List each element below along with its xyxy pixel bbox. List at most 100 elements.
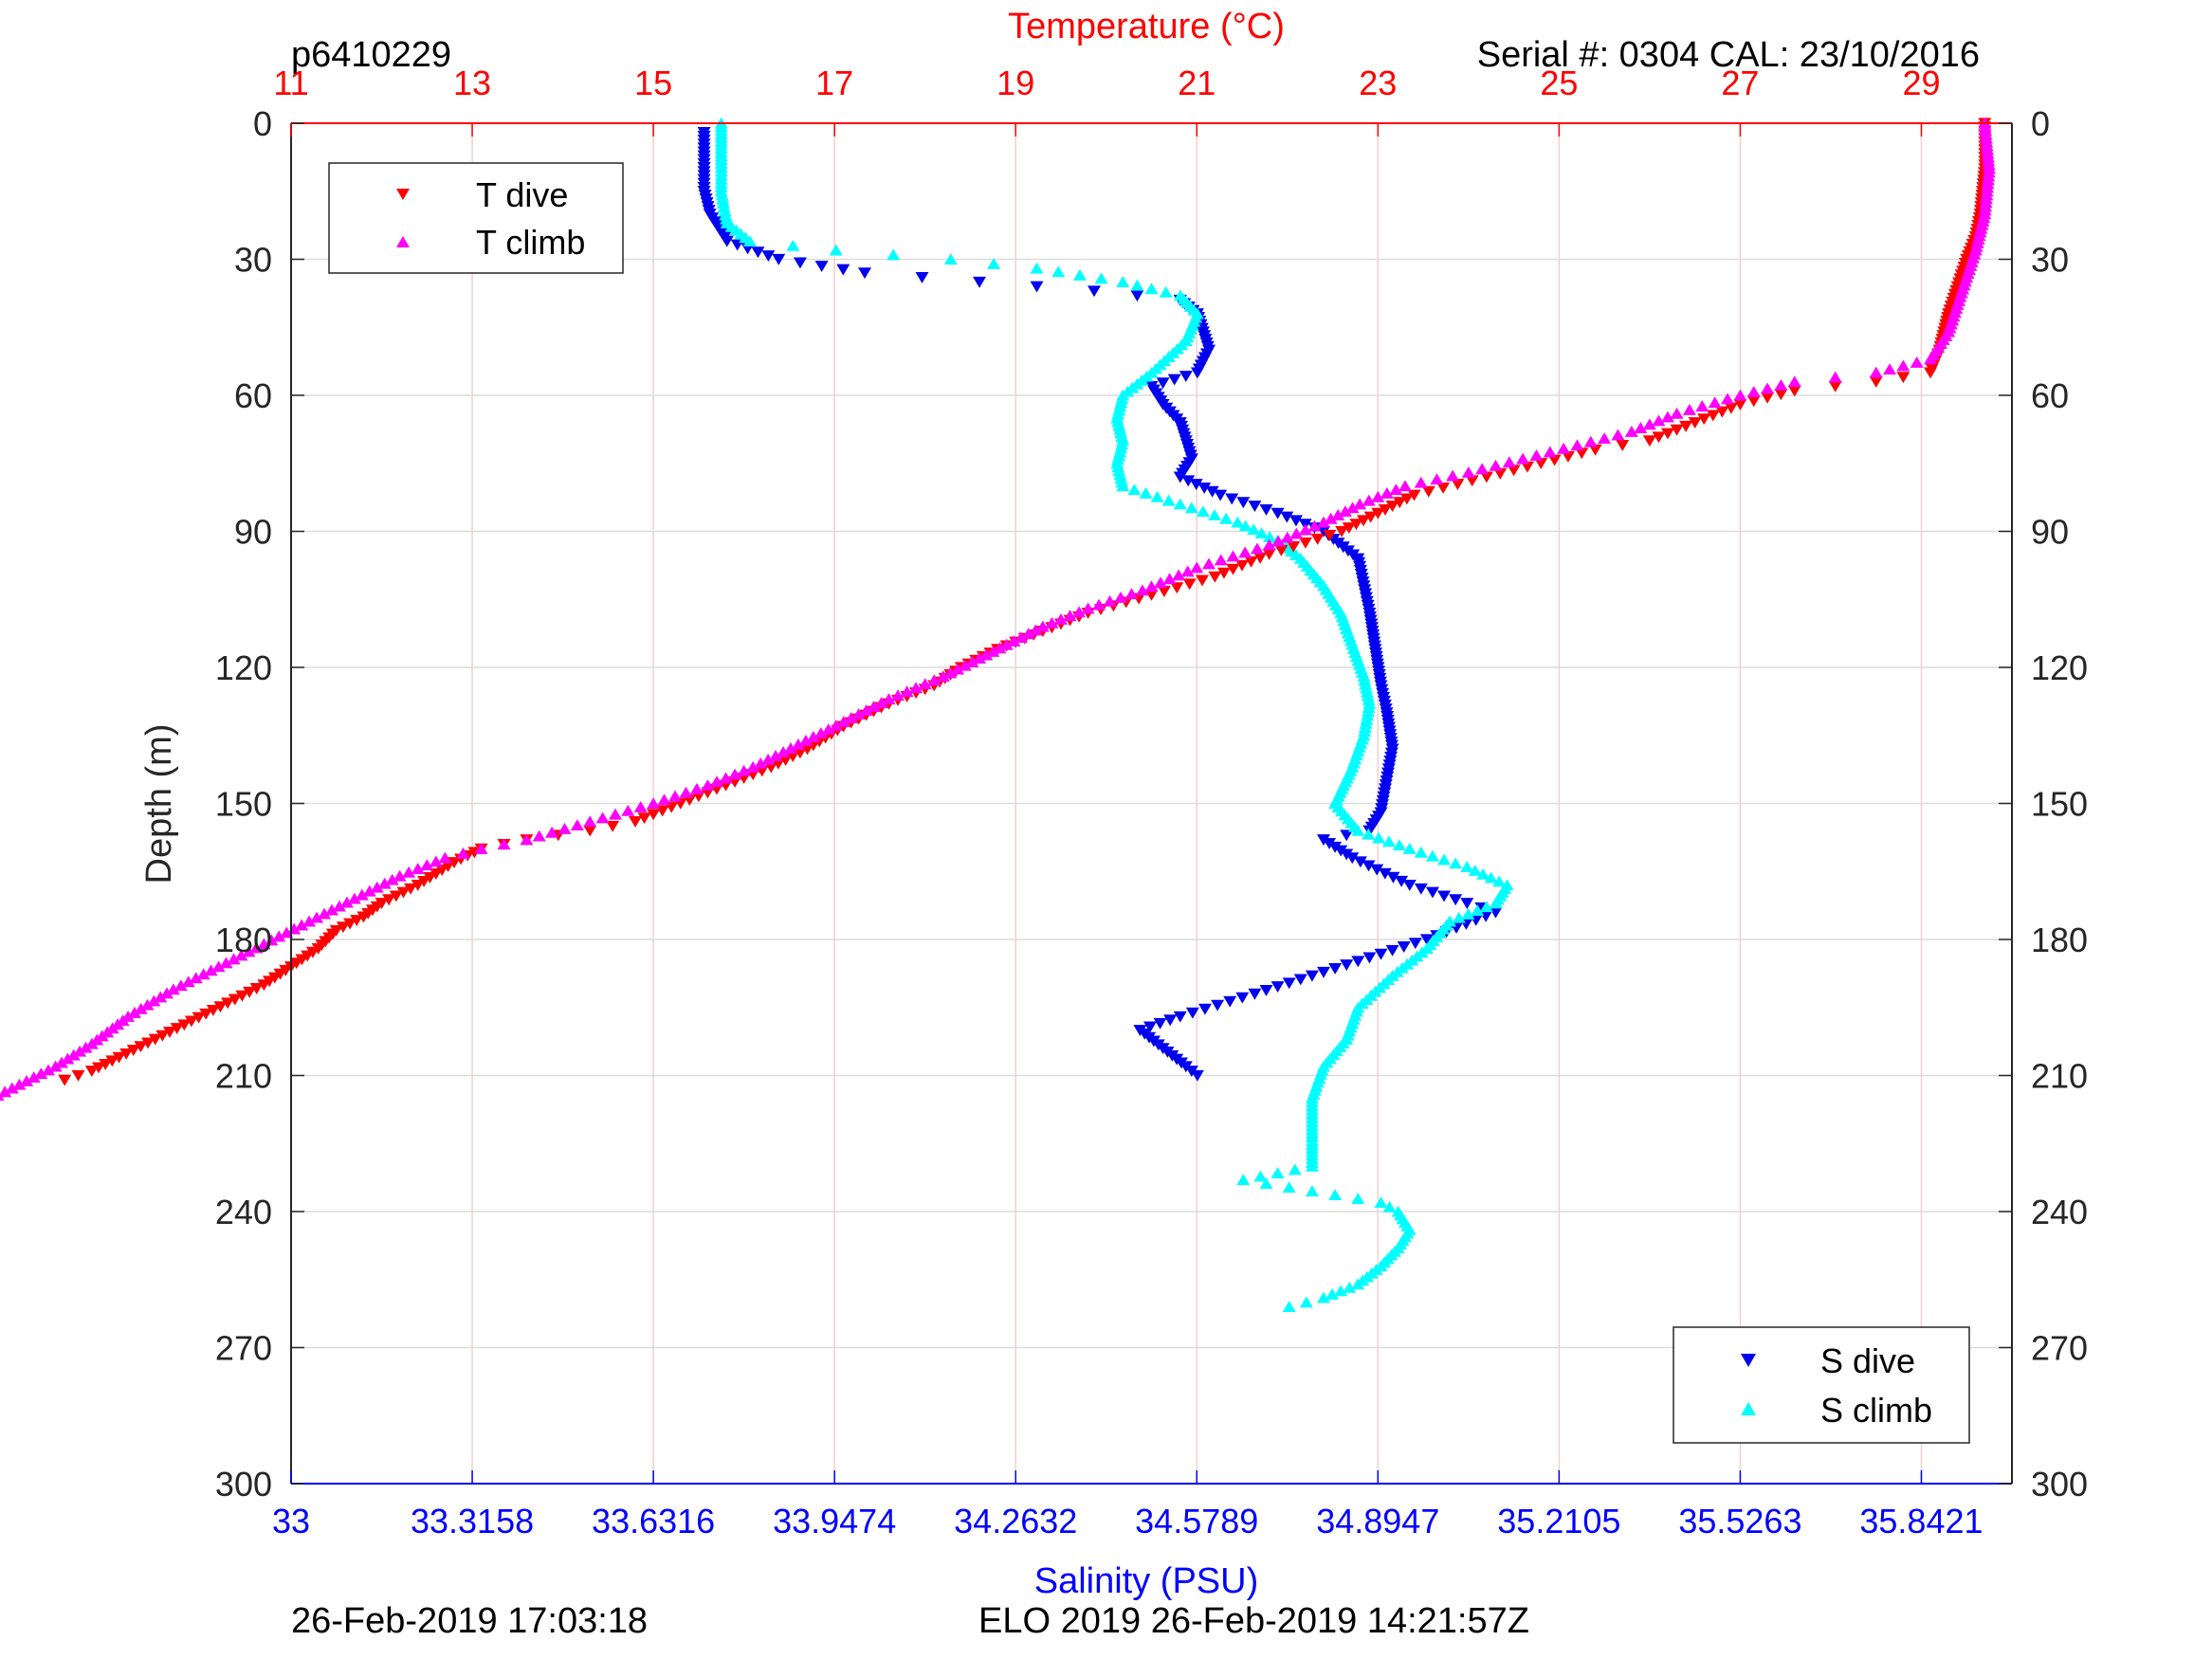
data-point xyxy=(1331,508,1345,520)
data-point xyxy=(243,986,257,998)
data-point xyxy=(1389,483,1403,496)
data-point xyxy=(943,666,958,679)
data-point xyxy=(858,267,871,280)
data-point xyxy=(793,747,807,759)
plot-frame xyxy=(290,122,2013,1485)
data-point xyxy=(302,915,317,927)
data-point xyxy=(1325,1287,1340,1300)
data-point xyxy=(1205,485,1219,498)
data-point xyxy=(280,926,294,939)
data-point xyxy=(1437,890,1452,902)
salinity-tick-label: 35.8421 xyxy=(1859,1502,1983,1540)
data-point xyxy=(1475,463,1490,475)
data-point xyxy=(1468,864,1482,876)
legend-box xyxy=(1673,1326,1970,1444)
t-dive-legend-marker xyxy=(396,189,410,200)
data-point xyxy=(1547,454,1562,466)
data-point xyxy=(174,979,188,992)
data-point xyxy=(737,764,751,776)
data-point xyxy=(1335,525,1349,538)
data-point xyxy=(1402,843,1417,854)
data-point xyxy=(754,757,768,769)
data-point xyxy=(318,907,332,920)
data-point xyxy=(1408,938,1422,950)
temperature-axis-title: Temperature (°C) xyxy=(1008,7,1285,46)
data-point xyxy=(1030,262,1044,274)
data-point xyxy=(1305,1185,1319,1197)
data-point xyxy=(936,670,950,683)
data-point xyxy=(1924,367,1938,379)
data-point xyxy=(1328,841,1343,853)
temperature-tick-label: 13 xyxy=(453,64,491,102)
data-point xyxy=(324,903,338,916)
data-point xyxy=(1378,503,1392,516)
data-point xyxy=(112,1051,126,1064)
data-point xyxy=(746,760,760,773)
data-point xyxy=(1598,432,1612,445)
data-point xyxy=(761,753,776,765)
series-t-climb xyxy=(0,117,1997,1102)
data-point xyxy=(497,838,511,850)
data-point xyxy=(1288,1163,1302,1176)
data-point xyxy=(1167,374,1181,386)
data-point xyxy=(441,861,455,872)
data-point xyxy=(396,886,411,899)
data-point xyxy=(184,1015,198,1028)
data-point xyxy=(272,930,286,942)
data-point xyxy=(709,775,723,788)
data-point xyxy=(119,1048,134,1060)
data-point xyxy=(1695,400,1709,412)
salinity-axis-title: Salinity (PSU) xyxy=(1034,1561,1259,1601)
data-point xyxy=(235,990,249,1002)
data-point xyxy=(1340,959,1354,972)
data-point xyxy=(404,883,418,895)
data-point xyxy=(1299,1296,1313,1308)
salinity-tick-label: 34.8947 xyxy=(1316,1502,1439,1540)
data-point xyxy=(915,272,929,283)
data-point xyxy=(155,1030,170,1042)
data-point xyxy=(147,994,161,1007)
data-point xyxy=(1570,439,1584,451)
data-point xyxy=(148,1033,162,1046)
data-point xyxy=(1451,479,1465,491)
data-point xyxy=(1452,911,1466,923)
data-point xyxy=(1399,493,1414,505)
data-point xyxy=(1181,475,1196,487)
data-point xyxy=(1156,377,1170,390)
data-point xyxy=(798,735,813,746)
data-point xyxy=(105,1055,119,1067)
data-point xyxy=(1529,449,1544,461)
data-point xyxy=(979,648,994,661)
depth-tick-label-right: 300 xyxy=(2031,1465,2088,1504)
data-point xyxy=(1733,398,1747,410)
data-point xyxy=(1179,371,1193,382)
data-point xyxy=(1225,493,1239,505)
data-point xyxy=(1323,837,1337,849)
data-point xyxy=(1670,424,1684,436)
data-point xyxy=(1238,520,1252,532)
depth-tick-label-right: 0 xyxy=(2031,104,2050,143)
data-point xyxy=(1362,860,1376,872)
data-point xyxy=(1035,620,1050,632)
data-point xyxy=(1063,610,1077,622)
data-point xyxy=(1419,934,1434,946)
data-point xyxy=(633,801,648,812)
data-point xyxy=(1144,283,1159,295)
data-point xyxy=(1502,456,1516,468)
data-point xyxy=(126,1045,140,1057)
data-point xyxy=(1349,519,1363,531)
data-point xyxy=(720,235,734,247)
data-point xyxy=(377,877,392,889)
data-point xyxy=(1317,834,1330,847)
data-point xyxy=(1021,628,1035,640)
data-point xyxy=(701,779,715,791)
data-point xyxy=(1414,883,1428,895)
data-point xyxy=(1343,1281,1357,1293)
data-point xyxy=(1624,425,1638,437)
data-point xyxy=(1460,898,1474,910)
data-point xyxy=(1398,480,1412,492)
data-point xyxy=(1287,540,1301,553)
data-point xyxy=(1493,467,1508,480)
legend-box xyxy=(328,162,624,274)
data-point xyxy=(1116,276,1130,288)
